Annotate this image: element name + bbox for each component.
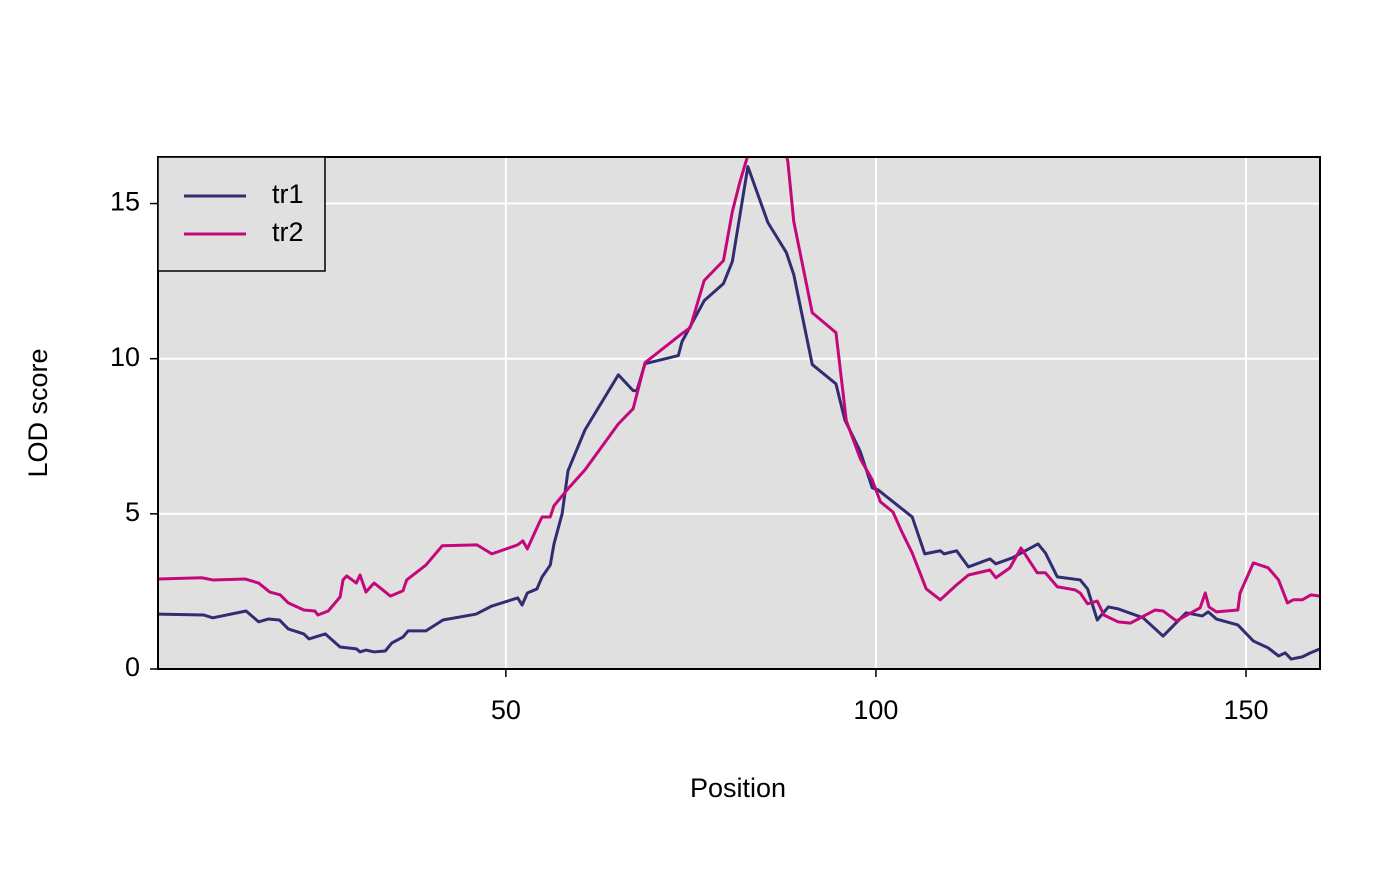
- plot-frame: [157, 156, 1321, 670]
- y-tick-label: 10: [110, 342, 140, 372]
- legend-label: tr2: [272, 217, 304, 247]
- axes: 50 100 150 0 5 10 15: [110, 187, 1269, 725]
- x-tick-label: 50: [491, 695, 521, 725]
- x-tick-label: 150: [1223, 695, 1268, 725]
- lines: [158, 157, 1320, 661]
- y-tick-label: 0: [125, 652, 140, 682]
- y-axis-label: LOD score: [23, 348, 53, 477]
- plot-background: [158, 157, 1320, 669]
- x-tick-label: 100: [853, 695, 898, 725]
- legend-box: [157, 156, 326, 272]
- x-axis-label: Position: [690, 773, 786, 803]
- y-tick-label: 5: [125, 497, 140, 527]
- legend-label: tr1: [272, 179, 304, 209]
- y-tick-label: 15: [110, 187, 140, 217]
- line-series: [158, 157, 1320, 625]
